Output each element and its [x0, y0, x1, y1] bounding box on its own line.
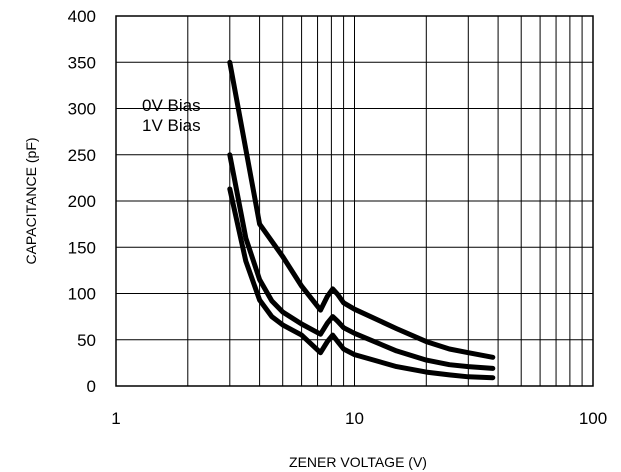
series-group: [227, 59, 496, 381]
x-tick-label: 100: [579, 409, 607, 428]
series-line-3: [227, 186, 496, 381]
series-line-2: [227, 152, 496, 371]
plot-frame: [115, 15, 594, 387]
y-tick-label: 150: [68, 238, 96, 257]
y-tick-label: 300: [68, 100, 96, 119]
y-tick-label: 200: [68, 192, 96, 211]
y-tick-label: 350: [68, 53, 96, 72]
x-tick-label: 10: [345, 409, 364, 428]
annotation-1v-bias: 1V Bias: [142, 116, 201, 135]
x-axis-title: ZENER VOLTAGE (V): [289, 454, 427, 470]
y-axis-title: CAPACITANCE (pF): [23, 137, 39, 264]
x-tick-label: 1: [111, 409, 120, 428]
grid-lines: [116, 16, 593, 386]
y-tick-label: 100: [68, 285, 96, 304]
annotation-0v-bias: 0V Bias: [142, 96, 201, 115]
y-tick-label: 0: [87, 377, 96, 396]
tick-labels: 0 50 100 150 200 250 300 350 400 1 10 100: [68, 7, 608, 428]
series-line-1: [227, 59, 496, 360]
y-tick-label: 250: [68, 146, 96, 165]
y-tick-label: 400: [68, 7, 96, 26]
y-tick-label: 50: [77, 331, 96, 350]
